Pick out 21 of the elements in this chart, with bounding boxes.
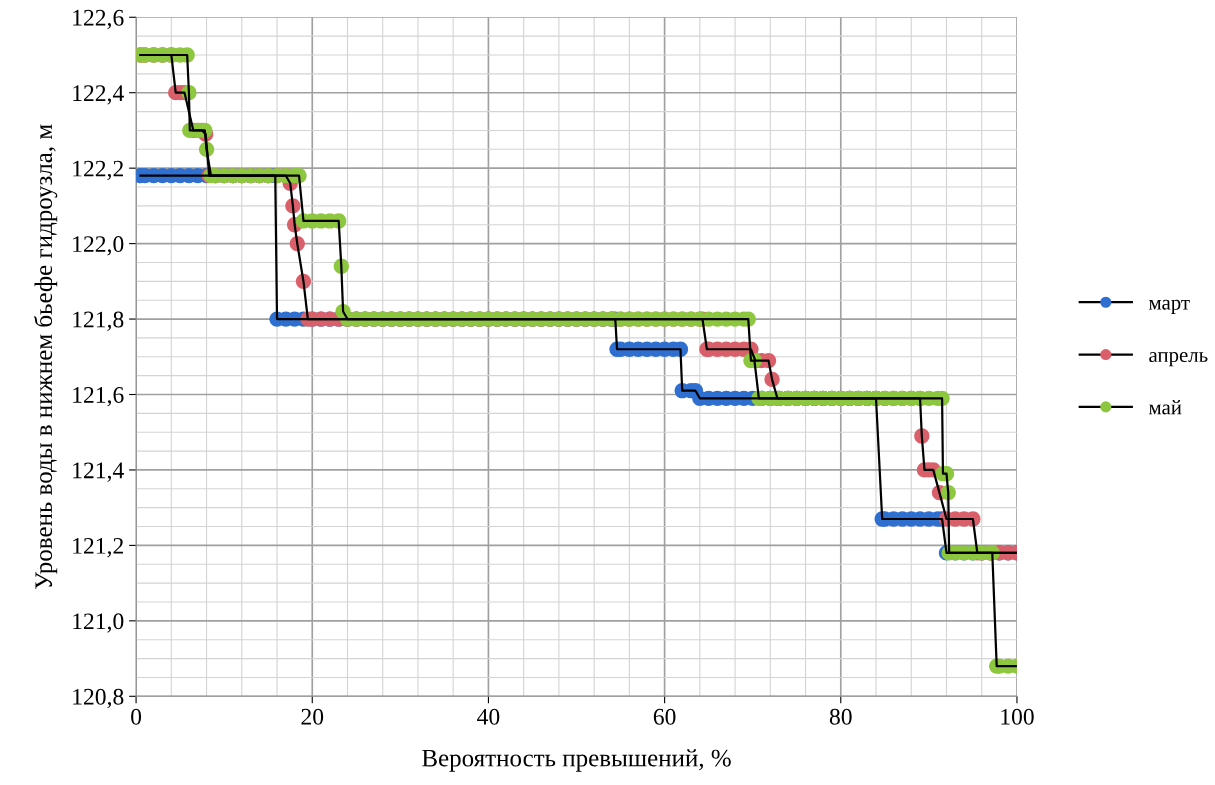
x-tick-label: 60: [653, 708, 676, 725]
y-axis-title: Уровень воды в нижнем бьефе гидроузла, м: [33, 124, 58, 589]
x-tick-label: 80: [829, 708, 852, 725]
x-tick-label: 20: [301, 708, 324, 725]
y-tick-label: 122,6: [73, 9, 124, 30]
y-tick-label: 121,4: [73, 462, 124, 482]
y-tick-label: 121,6: [73, 387, 124, 407]
legend-label: апрель: [1149, 352, 1208, 367]
legend-label: март: [1148, 299, 1190, 314]
y-tick-label: 122,2: [73, 160, 123, 180]
legend-label: май: [1148, 399, 1182, 415]
x-axis-title: Вероятность превышений, %: [422, 749, 731, 772]
y-tick-label: 120,8: [73, 688, 124, 709]
y-tick-label: 122,4: [73, 85, 124, 105]
x-tick-label: 40: [477, 708, 500, 725]
x-tick-label: 0: [131, 708, 142, 725]
y-tick-label: 121,8: [73, 311, 124, 331]
x-tick-label: 100: [1001, 708, 1034, 725]
y-tick-label: 121,0: [73, 613, 124, 633]
y-tick-label: 122,0: [73, 236, 124, 256]
y-tick-label: 121,2: [73, 537, 123, 558]
